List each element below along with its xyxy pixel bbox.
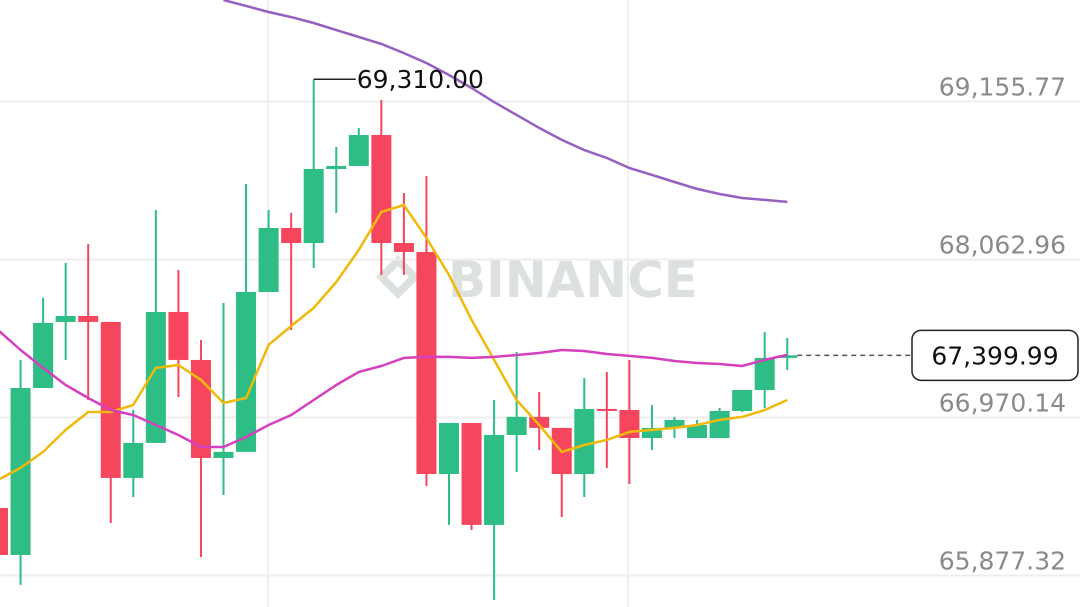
candle-body xyxy=(393,243,414,252)
candle-body xyxy=(258,227,279,293)
candle-body xyxy=(123,442,144,478)
watermark-text: BINANCE xyxy=(448,251,698,309)
candle-body xyxy=(732,390,753,411)
candle-body xyxy=(281,227,302,244)
candle-body xyxy=(709,410,730,439)
candle-body xyxy=(168,311,189,360)
candle-body xyxy=(664,419,685,428)
candle-body xyxy=(326,165,347,169)
candle-body xyxy=(236,292,257,452)
last-price-box xyxy=(911,329,1079,382)
y-tick-label: 66,970.14 xyxy=(939,388,1066,417)
candle-body xyxy=(371,135,392,244)
ma-line xyxy=(0,330,788,449)
candle-body xyxy=(461,422,482,525)
y-tick-label: 69,155.77 xyxy=(939,73,1066,102)
candle-body xyxy=(213,451,234,458)
candle-body xyxy=(777,355,798,358)
candle-body xyxy=(303,168,324,244)
candle-body xyxy=(529,416,550,428)
candle-body xyxy=(506,416,527,435)
candle-body xyxy=(574,408,595,475)
candle-body xyxy=(10,387,31,555)
watermark-logo xyxy=(376,255,420,299)
last-price-label: 67,399.99 xyxy=(931,341,1058,370)
y-tick-label: 65,877.32 xyxy=(939,546,1066,575)
max-label: 69,310.00 xyxy=(357,65,484,94)
candle-body xyxy=(33,322,54,388)
ma-line xyxy=(223,0,788,204)
y-tick-label: 68,062.96 xyxy=(939,230,1066,259)
candle-body xyxy=(78,316,99,322)
candle-body xyxy=(348,135,369,166)
candle-body xyxy=(687,425,708,439)
watermark: BINANCE xyxy=(376,251,698,309)
ma-line xyxy=(0,203,788,481)
candle-body xyxy=(641,427,662,439)
candle-body xyxy=(0,507,8,555)
candle-body xyxy=(754,357,775,391)
candle-body xyxy=(416,251,437,475)
candle-body xyxy=(439,422,459,475)
candle-body xyxy=(484,434,505,525)
candle-body xyxy=(55,316,76,322)
candle-body xyxy=(145,311,166,443)
candle-body xyxy=(596,408,617,411)
candle-body xyxy=(100,321,121,478)
